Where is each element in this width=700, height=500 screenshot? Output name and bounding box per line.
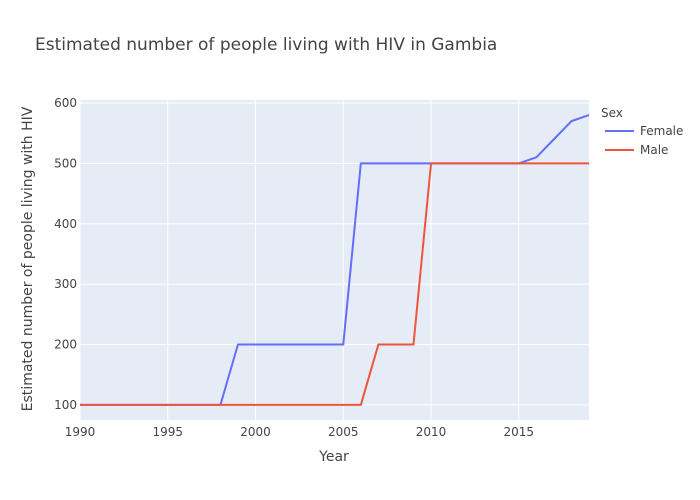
x-tick-label: 1990 [65,425,96,439]
y-tick-label: 200 [54,338,77,352]
y-tick-label: 600 [54,96,77,110]
legend-item-male: Male [640,143,668,157]
legend-item-female: Female [640,124,683,138]
plot-background [80,100,589,420]
x-tick-label: 2010 [416,425,447,439]
y-tick-label: 400 [54,217,77,231]
y-axis-title: Estimated number of people living with H… [20,106,36,411]
chart-title: Estimated number of people living with H… [35,35,497,55]
y-axis-ticks: 100 200 300 400 500 600 [54,96,77,412]
x-tick-label: 2000 [240,425,271,439]
x-axis-ticks: 1990 1995 2000 2005 2010 2015 [65,425,534,439]
x-axis-title: Year [318,449,349,465]
series-lines [80,114,590,406]
legend-title: Sex [601,106,623,120]
legend: Sex Female Male [601,106,683,157]
x-tick-label: 2015 [504,425,535,439]
series-line-male [80,162,589,406]
y-tick-label: 100 [54,398,77,412]
x-tick-label: 1995 [152,425,183,439]
y-tick-label: 300 [54,277,77,291]
plot-area [80,100,589,420]
y-tick-label: 500 [54,156,77,170]
x-tick-label: 2005 [328,425,359,439]
